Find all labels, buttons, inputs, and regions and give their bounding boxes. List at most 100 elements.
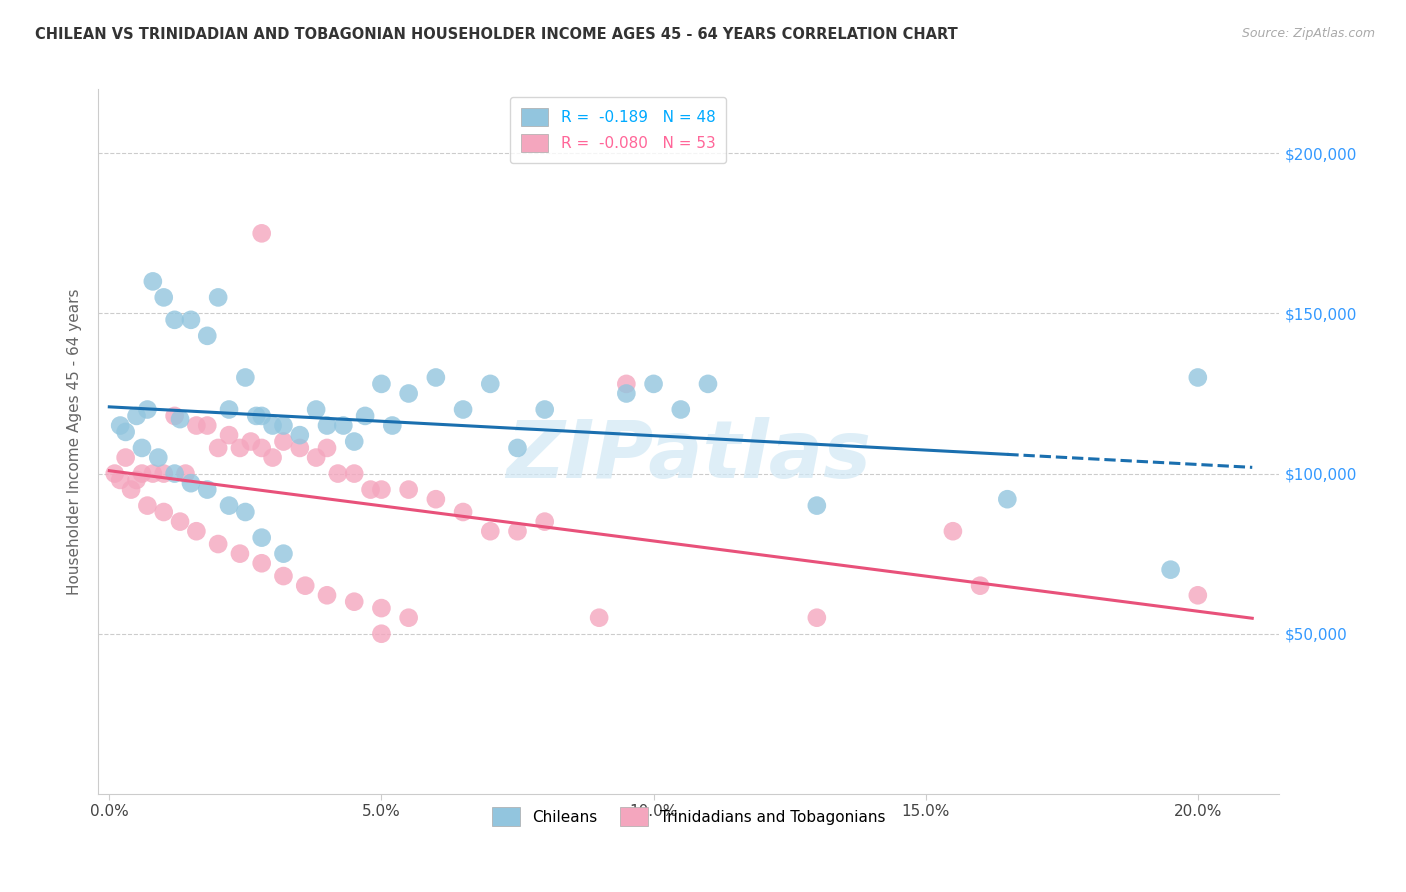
Point [136, 499, 159, 513]
Point [360, 483, 382, 497]
Point [195, 483, 218, 497]
Point [995, 492, 1018, 507]
Point [316, 418, 339, 433]
Point [1187, 370, 1209, 384]
Point [120, 483, 142, 497]
Point [229, 441, 252, 455]
Point [235, 505, 257, 519]
Point [1160, 563, 1182, 577]
Point [218, 428, 240, 442]
Text: CHILEAN VS TRINIDADIAN AND TOBAGONIAN HOUSEHOLDER INCOME AGES 45 - 64 YEARS CORR: CHILEAN VS TRINIDADIAN AND TOBAGONIAN HO… [35, 27, 957, 42]
Point [273, 569, 295, 583]
Point [643, 376, 665, 391]
Point [1187, 588, 1209, 602]
Point [588, 610, 610, 624]
Point [262, 450, 284, 465]
Point [273, 547, 295, 561]
Point [152, 505, 174, 519]
Point [108, 418, 131, 433]
Point [142, 467, 165, 481]
Point [195, 418, 218, 433]
Point [370, 626, 392, 640]
Point [262, 418, 284, 433]
Point [398, 483, 420, 497]
Point [614, 376, 637, 391]
Point [479, 376, 502, 391]
Point [180, 476, 202, 491]
Point [370, 601, 392, 615]
Point [250, 441, 273, 455]
Point [425, 370, 447, 384]
Point [207, 537, 229, 551]
Point [697, 376, 720, 391]
Point [218, 499, 240, 513]
Point [288, 441, 311, 455]
Point [533, 515, 555, 529]
Point [235, 370, 257, 384]
Point [163, 409, 186, 423]
Point [273, 434, 295, 449]
Point [343, 434, 366, 449]
Point [152, 290, 174, 304]
Point [250, 227, 273, 241]
Point [425, 492, 447, 507]
Point [169, 412, 191, 426]
Point [326, 467, 349, 481]
Point [806, 499, 828, 513]
Point [381, 418, 404, 433]
Point [108, 473, 131, 487]
Point [218, 402, 240, 417]
Point [207, 290, 229, 304]
Point [114, 425, 136, 439]
Point [152, 467, 174, 481]
Point [125, 409, 148, 423]
Y-axis label: Householder Income Ages 45 - 64 years: Householder Income Ages 45 - 64 years [66, 288, 82, 595]
Point [506, 441, 529, 455]
Point [506, 524, 529, 539]
Legend: Chileans, Trinidadians and Tobagonians: Chileans, Trinidadians and Tobagonians [486, 801, 891, 832]
Point [451, 505, 474, 519]
Point [131, 467, 153, 481]
Point [136, 402, 159, 417]
Point [451, 402, 474, 417]
Point [131, 441, 153, 455]
Point [614, 386, 637, 401]
Point [250, 556, 273, 570]
Point [305, 450, 328, 465]
Point [229, 547, 252, 561]
Point [398, 386, 420, 401]
Point [316, 441, 339, 455]
Point [370, 483, 392, 497]
Point [343, 467, 366, 481]
Point [169, 515, 191, 529]
Point [104, 467, 127, 481]
Point [250, 531, 273, 545]
Point [148, 450, 170, 465]
Point [806, 610, 828, 624]
Point [239, 434, 262, 449]
Point [669, 402, 692, 417]
Point [142, 274, 165, 288]
Point [343, 595, 366, 609]
Point [969, 579, 991, 593]
Point [163, 313, 186, 327]
Point [125, 473, 148, 487]
Text: ZIPatlas: ZIPatlas [506, 417, 872, 495]
Point [186, 524, 208, 539]
Point [273, 418, 295, 433]
Point [288, 428, 311, 442]
Point [174, 467, 197, 481]
Point [250, 409, 273, 423]
Point [533, 402, 555, 417]
Point [207, 441, 229, 455]
Point [398, 610, 420, 624]
Text: Source: ZipAtlas.com: Source: ZipAtlas.com [1241, 27, 1375, 40]
Point [195, 328, 218, 343]
Point [245, 409, 267, 423]
Point [305, 402, 328, 417]
Point [332, 418, 354, 433]
Point [163, 467, 186, 481]
Point [316, 588, 339, 602]
Point [186, 418, 208, 433]
Point [942, 524, 965, 539]
